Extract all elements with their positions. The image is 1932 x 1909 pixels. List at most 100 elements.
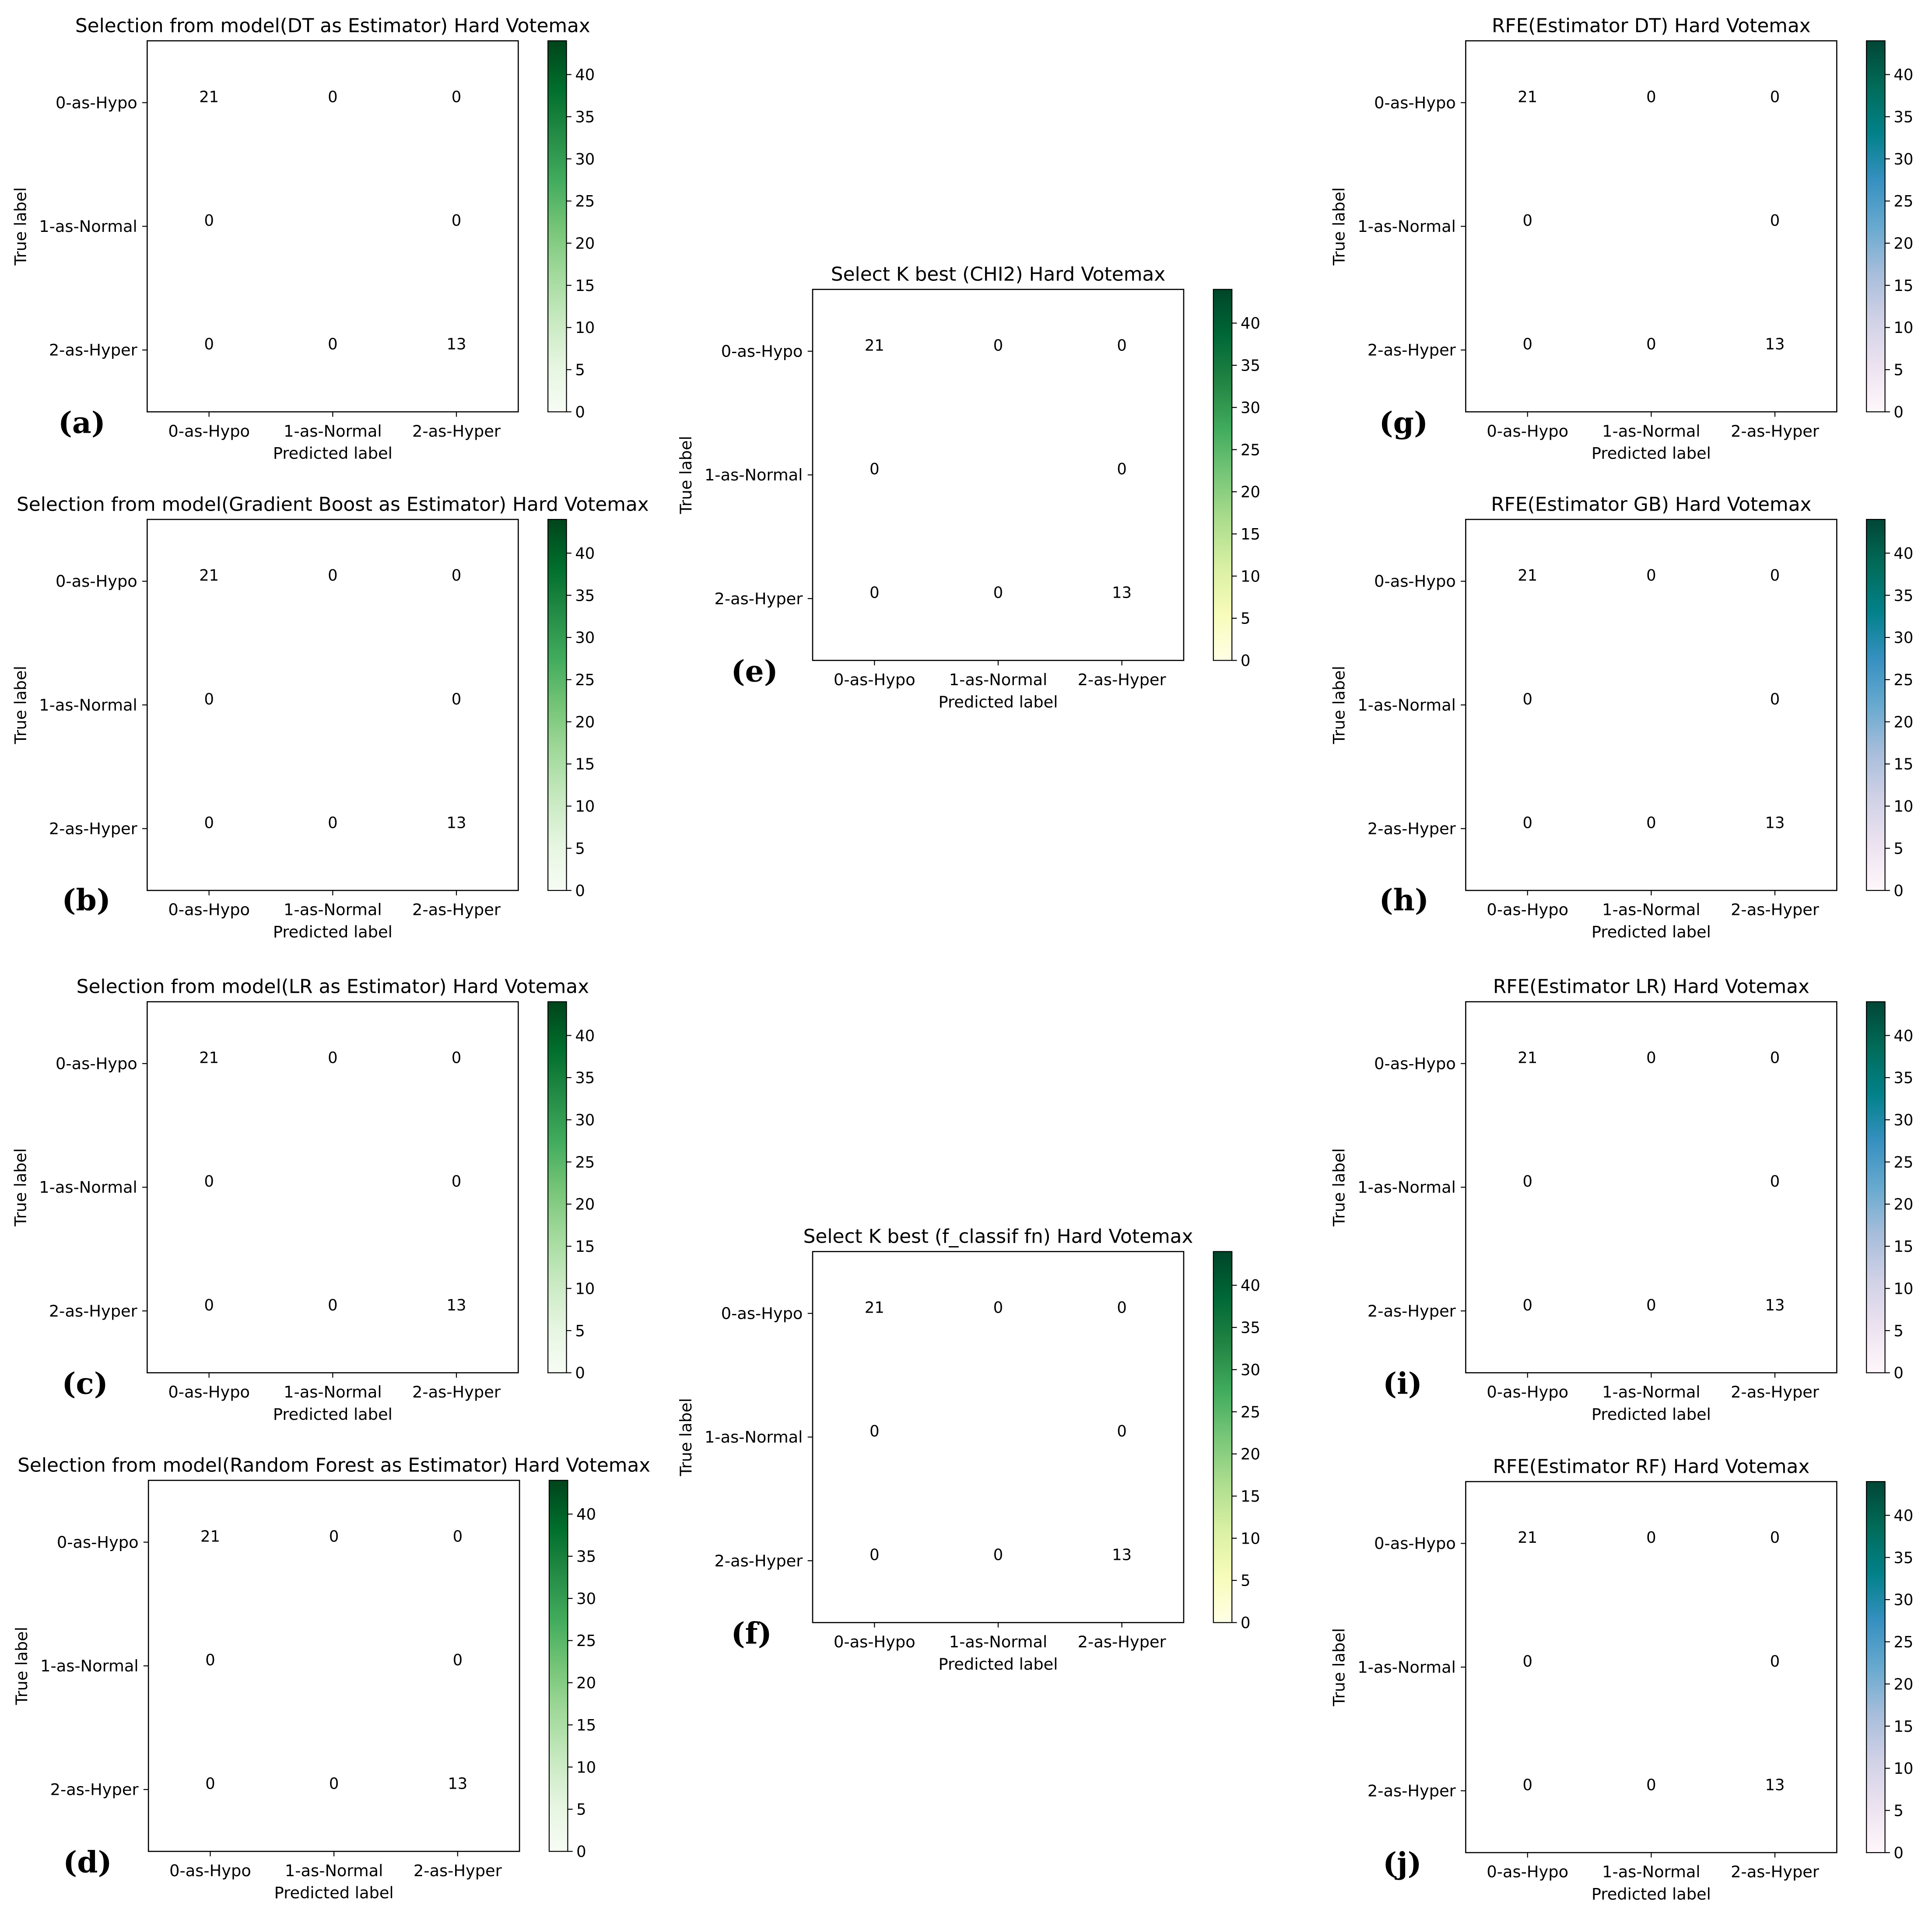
x-axis-label: Predicted label [1592, 444, 1711, 463]
cell-value-label: 0 [1770, 1529, 1780, 1547]
y-tick-label: 0-as-Hypo [721, 1304, 803, 1323]
x-tick-label: 0-as-Hypo [1487, 1383, 1568, 1401]
colorbar-tick-label: 40 [1893, 545, 1913, 563]
colorbar-tick-label: 15 [1893, 756, 1913, 774]
colorbar-tick-label: 10 [1241, 1530, 1260, 1548]
colorbar-tick-label: 0 [1241, 1614, 1250, 1632]
colorbar-tick-label: 0 [575, 1364, 585, 1382]
y-tick-label: 0-as-Hypo [56, 1054, 137, 1073]
cell-value-label: 0 [452, 88, 461, 106]
colorbar-tick-label: 20 [576, 1674, 596, 1692]
cell-value-label: 0 [1770, 1173, 1780, 1191]
cell-value-label: 0 [993, 1299, 1003, 1317]
y-tick-label: 2-as-Hyper [49, 1302, 138, 1321]
colorbar-tick-label: 15 [1241, 525, 1260, 543]
y-tick-label: 0-as-Hypo [56, 93, 137, 112]
cell-value-label: 0 [993, 1546, 1003, 1564]
colorbar-tick-label: 30 [575, 629, 595, 647]
colorbar-tick-label: 40 [1241, 1277, 1260, 1295]
colorbar-tick-label: 15 [575, 277, 595, 295]
panel-letter: (f) [731, 1615, 771, 1650]
cell-value-label: 13 [446, 336, 466, 354]
cell-value-label: 13 [1765, 336, 1785, 354]
y-tick-label: 0-as-Hypo [57, 1533, 139, 1552]
colorbar [1866, 519, 1886, 891]
cell-value-label: 0 [204, 814, 214, 832]
x-tick-label: 2-as-Hyper [1078, 1632, 1167, 1651]
x-tick-label: 0-as-Hypo [834, 670, 915, 689]
cell-value-label: 0 [329, 1527, 339, 1545]
cell-value-label: 0 [1770, 1653, 1780, 1671]
cell-value-label: 0 [1646, 336, 1656, 354]
colorbar-tick-label: 40 [1893, 66, 1913, 84]
cell-value-label: 21 [199, 88, 219, 106]
colorbar-tick-label: 20 [1893, 235, 1913, 253]
cell-value-label: 0 [328, 814, 337, 832]
cell-value-label: 0 [870, 1546, 879, 1564]
colorbar-tick-label: 15 [575, 1238, 595, 1256]
x-tick-label: 2-as-Hyper [1731, 1863, 1820, 1881]
colorbar [547, 519, 567, 891]
colorbar-tick-label: 30 [1893, 1111, 1913, 1129]
y-tick-label: 1-as-Normal [1357, 1178, 1455, 1197]
cell-value-label: 21 [1518, 1529, 1537, 1547]
x-axis-label: Predicted label [274, 1884, 394, 1902]
colorbar-tick-label: 5 [576, 1801, 586, 1819]
colorbar-tick-label: 40 [576, 1506, 596, 1524]
confusion-matrix-panel: 21 0 0 0 44 0 0 0 13 0-as-Hypo 1-as-Normal 2-as-Hyp… [12, 1454, 650, 1902]
cell-value-label: 0 [870, 584, 879, 602]
chart-title: Select K best (f_classif fn) Hard Votema… [803, 1226, 1193, 1248]
panel-letter: (d) [63, 1844, 112, 1879]
colorbar-tick-label: 35 [576, 1548, 596, 1566]
x-tick-label: 2-as-Hyper [1731, 1383, 1820, 1401]
y-axis-label: True label [11, 187, 30, 266]
cell-value-label: 0 [1770, 212, 1780, 230]
colorbar-tick-label: 30 [576, 1590, 596, 1608]
colorbar-tick-label: 0 [1893, 403, 1903, 421]
panel-letter: (j) [1383, 1846, 1422, 1881]
colorbar-tick-label: 0 [575, 403, 585, 421]
x-tick-label: 2-as-Hyper [1731, 900, 1820, 919]
colorbar-tick-label: 20 [1893, 1675, 1913, 1693]
x-tick-label: 1-as-Normal [1602, 422, 1700, 441]
cell-value-label: 0 [328, 88, 337, 106]
cell-value-label: 0 [1522, 814, 1532, 832]
cell-value-label: 44 [1641, 690, 1661, 708]
colorbar-tick-label: 10 [1893, 1760, 1913, 1778]
colorbar-tick-label: 5 [1241, 1572, 1250, 1590]
cell-value-label: 44 [323, 1173, 343, 1191]
cell-value-label: 0 [1646, 567, 1656, 585]
cell-value-label: 13 [448, 1775, 467, 1793]
x-tick-label: 2-as-Hyper [412, 1383, 501, 1401]
y-tick-label: 2-as-Hyper [714, 1552, 803, 1570]
colorbar [547, 40, 567, 413]
chart-title: Selection from model(LR as Estimator) Ha… [77, 976, 589, 998]
y-tick-label: 2-as-Hyper [1367, 1302, 1456, 1321]
colorbar [548, 1480, 568, 1852]
y-tick-label: 2-as-Hyper [714, 589, 803, 608]
colorbar-tick-label: 0 [1893, 1844, 1903, 1862]
colorbar [1866, 1481, 1886, 1853]
x-axis-label: Predicted label [273, 444, 393, 463]
y-tick-label: 2-as-Hyper [50, 1780, 139, 1799]
cell-value-label: 0 [1770, 88, 1780, 106]
confusion-matrix-panel: 21 0 0 0 44 0 0 0 13 0-as-Hypo 1-as-Normal 2-as-Hyp… [1329, 1455, 1913, 1903]
cell-value-label: 0 [204, 212, 214, 230]
x-axis-label: Predicted label [1592, 922, 1711, 941]
cell-value-label: 44 [989, 460, 1008, 478]
colorbar-tick-label: 20 [575, 1196, 595, 1214]
cell-value-label: 0 [1522, 212, 1532, 230]
cell-value-label: 0 [204, 1173, 214, 1191]
colorbar-tick-label: 10 [575, 319, 595, 337]
cell-value-label: 0 [1522, 1173, 1532, 1191]
colorbar-tick-label: 20 [575, 235, 595, 253]
confusion-matrix-panel: 21 0 0 0 44 0 0 0 13 0-as-Hypo 1-as-Normal 2-as-Hyp… [11, 14, 595, 462]
cell-value-label: 44 [1641, 1173, 1661, 1191]
cell-value-label: 0 [870, 460, 879, 478]
colorbar-tick-label: 5 [1893, 1802, 1903, 1820]
x-tick-label: 1-as-Normal [285, 1861, 383, 1880]
chart-title: RFE(Estimator RF) Hard Votemax [1493, 1455, 1809, 1478]
x-tick-label: 1-as-Normal [1602, 1383, 1700, 1401]
cell-value-label: 0 [1117, 1422, 1126, 1440]
y-tick-label: 0-as-Hypo [1374, 1054, 1456, 1073]
